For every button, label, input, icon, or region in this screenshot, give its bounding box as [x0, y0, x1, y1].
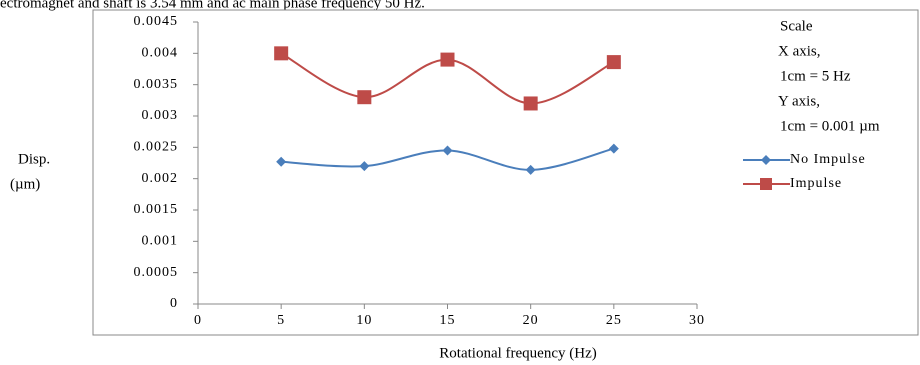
x-tick-label: 10	[356, 313, 372, 328]
data-point	[606, 55, 621, 70]
data-point	[359, 161, 370, 172]
scale-annotation: 1cm = 0.001 µm	[780, 118, 880, 134]
data-point	[442, 145, 453, 156]
y-tick-label: 0.0005	[134, 265, 179, 280]
data-point	[276, 156, 287, 167]
y-tick-label: 0.002	[142, 171, 179, 186]
data-point	[525, 164, 536, 175]
y-axis-label: Disp.	[18, 151, 50, 167]
x-tick-label: 30	[689, 313, 705, 328]
y-tick-label: 0	[170, 296, 178, 311]
y-tick-label: 0.0025	[134, 140, 179, 155]
scale-annotation: X axis,	[778, 43, 821, 59]
data-point	[523, 96, 538, 111]
y-tick-label: 0.0045	[134, 14, 179, 29]
caption: ectromagnet and shaft is 3.54 mm and ac …	[0, 0, 425, 11]
data-point	[608, 143, 619, 154]
x-tick-label: 20	[523, 313, 539, 328]
data-point	[440, 52, 455, 67]
legend-marker	[760, 178, 772, 190]
x-tick-label: 5	[277, 313, 285, 328]
y-tick-label: 0.0035	[134, 77, 179, 92]
scale-annotation: Scale	[780, 18, 813, 34]
y-tick-label: 0.004	[142, 46, 179, 61]
y-tick-label: 0.003	[142, 108, 179, 123]
data-point	[357, 90, 372, 105]
legend-marker	[761, 155, 771, 165]
legend-label: Impulse	[790, 176, 842, 191]
x-tick-label: 25	[606, 313, 622, 328]
legend-label: No Impulse	[790, 152, 866, 167]
data-point	[274, 46, 289, 61]
x-tick-label: 15	[440, 313, 456, 328]
y-tick-label: 0.0015	[134, 202, 179, 217]
y-axis-label: (µm)	[10, 176, 40, 192]
x-axis-label: Rotational frequency (Hz)	[439, 345, 596, 361]
chart-frame	[92, 9, 919, 336]
scale-annotation: 1cm = 5 Hz	[780, 68, 851, 84]
scale-annotation: Y axis,	[778, 93, 820, 109]
x-tick-label: 0	[194, 313, 202, 328]
y-tick-label: 0.001	[142, 234, 179, 249]
